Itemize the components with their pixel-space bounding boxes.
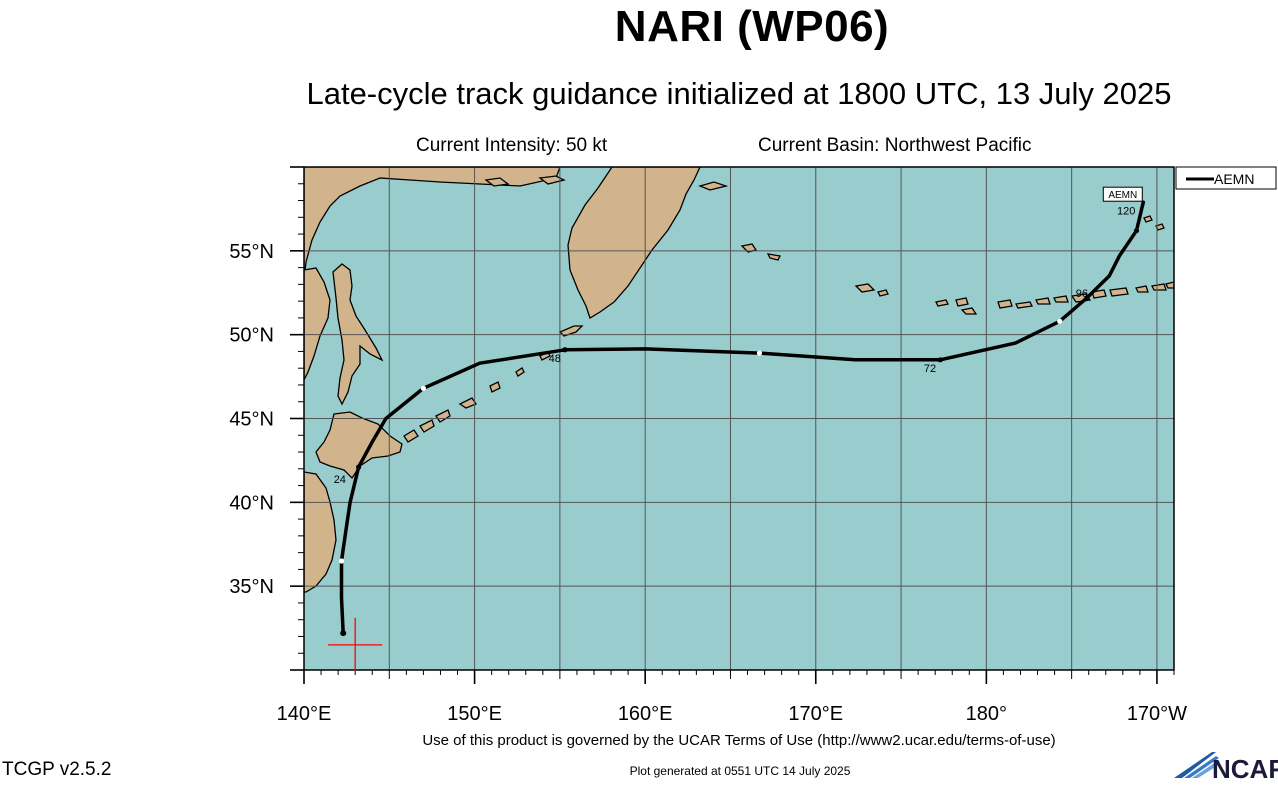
y-tick-label: 40°N [229,492,274,514]
track-position-dot [420,385,427,391]
y-tick-label: 50°N [229,325,274,347]
legend-entry: AEMN [1214,171,1254,187]
y-tick-label: 35°N [229,576,274,598]
page-title: NARI (WP06) [614,2,890,51]
track-hour-label: 120 [1117,206,1135,218]
track-hour-label: 24 [334,474,346,486]
track-hour-dot [1084,295,1090,301]
track-position-dot [338,558,345,564]
land-masses [304,167,1174,593]
track-position-dot [1057,318,1063,324]
track-end-label: AEMN [1108,190,1137,201]
x-tick-label: 170°E [788,703,843,725]
ncar-logo: NCAR [1172,750,1278,785]
y-tick-label: 45°N [229,409,274,431]
axis-ticks [290,166,1175,684]
track-end-label-box [1102,186,1143,202]
y-tick-label: 55°N [229,241,274,263]
axis-labels: 140°E 150°E 160°E 170°E 180° 170°W 35°N 40°N 45°… [229,241,1187,725]
track-hour-dot [937,357,943,363]
legend: AEMN [1175,166,1277,190]
track-hour-label: 48 [549,353,561,365]
track-start-point [340,630,347,637]
x-tick-label: 160°E [618,703,673,725]
track-hour-dot [1133,228,1140,234]
x-tick-label: 180° [966,703,1007,725]
plot-generated-time: Plot generated at 0551 UTC 14 July 2025 [629,764,851,778]
track-position-dot [756,350,763,356]
page-subtitle: Late-cycle track guidance initialized at… [306,76,1172,111]
track-line-aemn [339,200,1146,635]
current-intensity: Current Intensity: 50 kt [416,135,608,156]
version-label: TCGP v2.5.2 [2,759,112,780]
track-layer [338,200,1146,637]
track-hour-dot [355,464,362,470]
track-labels: 24 48 72 96 120 AEMN [334,186,1143,486]
x-tick-label: 140°E [277,703,332,725]
track-hour-dot [562,347,568,353]
x-tick-label: 150°E [447,703,502,725]
track-hour-label: 96 [1076,288,1088,300]
initial-position-marker [328,617,383,672]
track-hour-label: 72 [924,363,936,375]
current-basin: Current Basin: Northwest Pacific [758,135,1032,156]
terms-of-use: Use of this product is governed by the U… [422,732,1056,749]
ncar-logo-text: NCAR [1212,754,1278,780]
x-tick-label: 170°W [1127,703,1187,725]
